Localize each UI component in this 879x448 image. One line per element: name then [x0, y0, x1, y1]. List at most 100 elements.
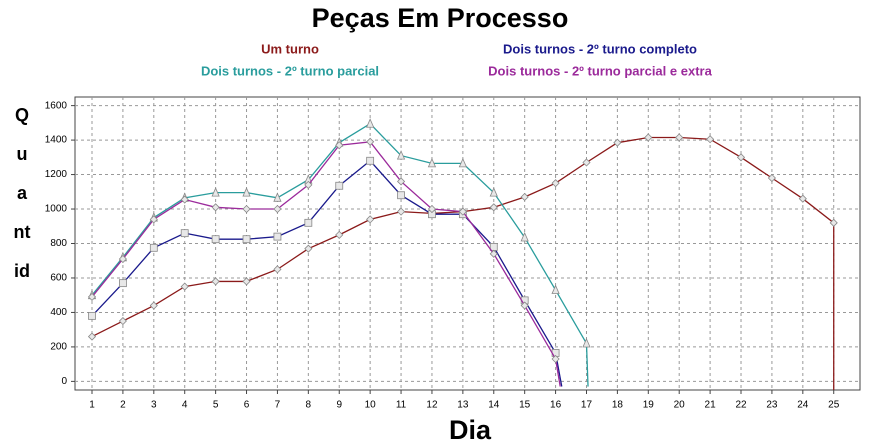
marker — [366, 156, 375, 165]
marker — [458, 157, 467, 168]
marker — [798, 194, 807, 203]
y-tick-label: 1400 — [45, 135, 68, 146]
marker — [242, 187, 251, 197]
marker — [119, 279, 127, 288]
y-tick-label: 400 — [50, 307, 67, 318]
marker — [149, 301, 158, 310]
x-tick-label: 22 — [735, 400, 747, 411]
marker — [397, 191, 405, 200]
marker — [242, 235, 251, 244]
marker — [582, 337, 591, 348]
marker — [489, 203, 498, 212]
y-axis-label: Quantid — [13, 105, 31, 281]
x-tick-label: 19 — [643, 400, 655, 411]
marker — [211, 203, 220, 212]
x-tick-label: 24 — [797, 400, 809, 411]
marker — [551, 284, 560, 294]
marker — [211, 187, 220, 197]
y-tick-label: 1000 — [45, 204, 68, 215]
x-tick-label: 18 — [612, 400, 624, 411]
marker — [273, 192, 282, 202]
y-tick-label: 200 — [50, 342, 67, 353]
marker — [520, 231, 529, 242]
marker — [242, 277, 251, 286]
x-tick-label: 17 — [581, 400, 593, 411]
legend-label: Um turno — [261, 41, 319, 56]
y-tick-label: 1600 — [45, 100, 68, 111]
x-axis-label: Dia — [449, 415, 492, 445]
marker — [335, 181, 344, 190]
marker — [582, 158, 591, 167]
marker — [520, 192, 529, 202]
x-tick-label: 7 — [275, 400, 281, 411]
marker — [118, 316, 127, 326]
x-tick-label: 3 — [151, 400, 157, 411]
x-tick-label: 9 — [336, 400, 342, 411]
series-line — [91, 122, 589, 387]
marker — [180, 195, 189, 204]
x-tick-label: 1 — [89, 400, 95, 411]
x-tick-label: 25 — [828, 400, 840, 411]
marker — [304, 244, 313, 253]
x-tick-label: 12 — [426, 400, 438, 411]
marker — [304, 180, 313, 189]
marker — [366, 215, 375, 224]
y-tick-label: 0 — [61, 376, 67, 387]
marker — [118, 254, 127, 264]
marker — [304, 218, 313, 227]
marker — [613, 138, 622, 147]
y-tick-label: 1200 — [45, 169, 68, 180]
y-tick-label: 800 — [50, 238, 67, 249]
legend-label: Dois turnos - 2º turno completo — [503, 41, 697, 56]
x-tick-label: 16 — [550, 400, 562, 411]
marker — [489, 249, 498, 258]
marker — [149, 243, 158, 252]
marker — [706, 135, 715, 144]
marker — [180, 229, 189, 238]
marker — [366, 137, 375, 146]
x-tick-label: 14 — [488, 400, 500, 411]
marker — [180, 282, 189, 291]
marker — [273, 204, 282, 214]
marker — [427, 157, 437, 168]
marker — [551, 179, 560, 188]
marker — [675, 133, 684, 142]
x-tick-label: 8 — [306, 400, 312, 411]
marker — [458, 207, 467, 216]
marker — [767, 173, 776, 183]
marker — [335, 141, 344, 150]
legend-label: Dois turnos - 2º turno parcial — [201, 63, 379, 78]
marker — [427, 204, 437, 214]
chart-title: Peças Em Processo — [312, 3, 569, 33]
x-tick-label: 15 — [519, 400, 531, 411]
marker — [273, 265, 282, 274]
x-tick-label: 13 — [457, 400, 469, 411]
marker — [211, 235, 220, 244]
x-tick-label: 11 — [396, 400, 407, 411]
marker — [242, 204, 251, 214]
x-tick-label: 21 — [705, 400, 717, 411]
marker — [88, 311, 96, 320]
marker — [396, 150, 406, 160]
marker — [87, 332, 97, 341]
marker — [396, 207, 406, 216]
marker — [644, 133, 653, 142]
series-line — [91, 136, 835, 390]
x-tick-label: 2 — [120, 400, 126, 411]
x-tick-label: 10 — [365, 400, 377, 411]
marker — [211, 277, 220, 286]
marker — [829, 218, 838, 227]
marker — [489, 187, 498, 197]
marker — [335, 230, 344, 239]
marker — [149, 215, 158, 224]
x-tick-label: 20 — [674, 400, 686, 411]
legend-label: Dois turnos - 2º turno parcial e extra — [488, 63, 712, 78]
marker — [551, 354, 560, 364]
x-tick-label: 5 — [213, 400, 219, 411]
y-tick-label: 600 — [50, 273, 67, 284]
marker — [396, 177, 406, 186]
x-tick-label: 23 — [766, 400, 778, 411]
marker — [273, 232, 282, 241]
